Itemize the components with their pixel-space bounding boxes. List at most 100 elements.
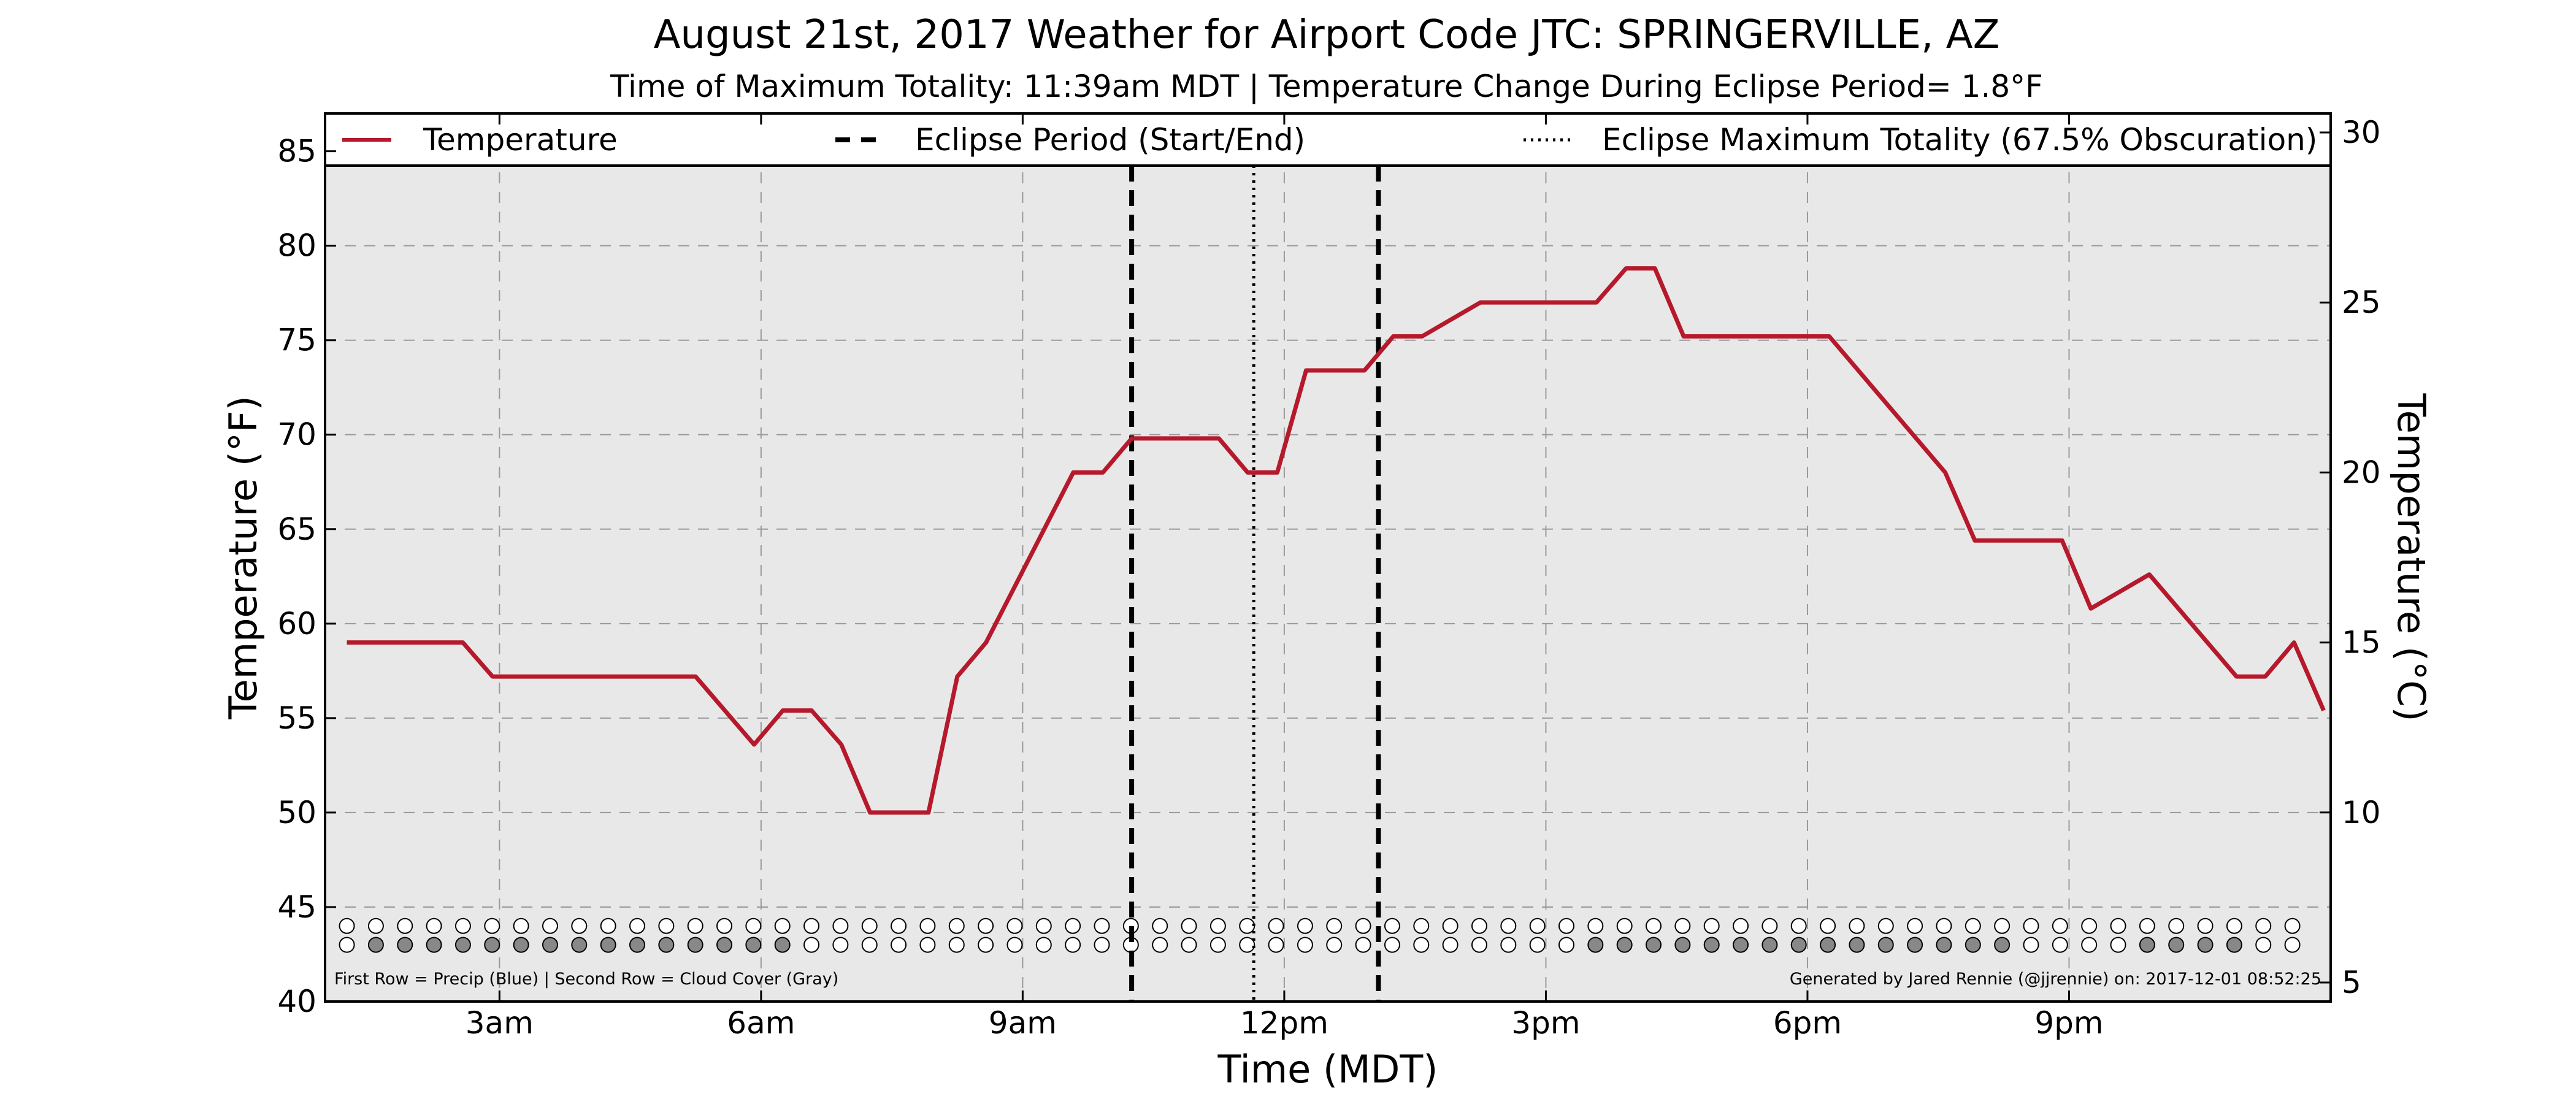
cloud-cover-marker <box>367 937 384 953</box>
y2-tick-label: 15 <box>2342 625 2381 661</box>
precip-marker <box>1994 917 2011 934</box>
precip-marker <box>397 917 413 934</box>
precip-marker <box>1761 917 1778 934</box>
precip-marker <box>367 917 384 934</box>
chart-title: August 21st, 2017 Weather for Airport Co… <box>654 12 2000 58</box>
precip-marker <box>484 917 500 934</box>
cloud-cover-marker <box>1616 937 1633 953</box>
precip-marker <box>1936 917 1952 934</box>
cloud-cover-marker <box>891 937 907 953</box>
cloud-cover-marker <box>2226 937 2242 953</box>
precip-marker <box>1877 917 1894 934</box>
cloud-cover-marker <box>1761 937 1778 953</box>
precip-marker <box>687 917 703 934</box>
precip-marker <box>1065 917 1081 934</box>
y-tick-label: 75 <box>277 323 316 358</box>
y2-axis-label: Temperature (°C) <box>2389 393 2434 721</box>
cloud-cover-marker <box>1268 937 1284 953</box>
cloud-cover-marker <box>1500 937 1517 953</box>
precip-marker <box>1384 917 1400 934</box>
y2-tick-label: 5 <box>2342 965 2361 1000</box>
cloud-cover-marker <box>1152 937 1168 953</box>
precip-marker <box>513 917 529 934</box>
x-tick-label: 3pm <box>1511 1005 1580 1041</box>
precip-marker <box>832 917 849 934</box>
cloud-cover-marker <box>803 937 820 953</box>
cloud-cover-marker <box>2023 937 2039 953</box>
precip-marker <box>919 917 936 934</box>
precip-marker <box>1006 917 1023 934</box>
cloud-cover-marker <box>1413 937 1430 953</box>
cloud-cover-marker <box>484 937 500 953</box>
cloud-cover-marker <box>1646 937 1662 953</box>
precip-marker <box>1907 917 1923 934</box>
precip-marker <box>1500 917 1517 934</box>
legend-label: Temperature <box>423 122 618 158</box>
cloud-cover-marker <box>919 937 936 953</box>
series-layer <box>347 266 2326 815</box>
cloud-cover-marker <box>1558 937 1574 953</box>
precip-marker <box>1849 917 1865 934</box>
cloud-cover-marker <box>1587 937 1604 953</box>
cloud-cover-marker <box>1006 937 1023 953</box>
cloud-cover-marker <box>339 937 355 953</box>
plot-frame <box>324 112 2332 1003</box>
precip-marker <box>454 917 471 934</box>
cloud-cover-marker <box>2284 937 2301 953</box>
precip-marker <box>1181 917 1197 934</box>
cloud-cover-marker <box>1239 937 1255 953</box>
cloud-cover-marker <box>600 937 616 953</box>
chart-subtitle: Time of Maximum Totality: 11:39am MDT | … <box>610 69 2043 104</box>
x-tick-label: 12pm <box>1240 1005 1328 1041</box>
precip-marker <box>1239 917 1255 934</box>
precip-marker <box>339 917 355 934</box>
precip-marker <box>2197 917 2214 934</box>
precip-marker <box>1035 917 1052 934</box>
cloud-cover-marker <box>2168 937 2185 953</box>
x-tick-label: 9pm <box>2034 1005 2103 1041</box>
cloud-cover-marker <box>2081 937 2098 953</box>
cloud-cover-marker <box>745 937 762 953</box>
cloud-cover-marker <box>978 937 994 953</box>
cloud-cover-marker <box>1297 937 1313 953</box>
precip-marker <box>1268 917 1284 934</box>
y-tick-label: 40 <box>277 984 316 1019</box>
x-tick-label: 6pm <box>1773 1005 1842 1041</box>
y2-tick-label: 25 <box>2342 285 2381 320</box>
precip-marker <box>948 917 965 934</box>
cloud-cover-marker <box>1384 937 1400 953</box>
precip-marker <box>1674 917 1691 934</box>
precip-marker <box>1965 917 1981 934</box>
cloud-cover-marker <box>1181 937 1197 953</box>
cloud-cover-marker <box>1790 937 1807 953</box>
cloud-cover-marker <box>1471 937 1487 953</box>
precip-marker <box>1209 917 1226 934</box>
cloud-cover-marker <box>1877 937 1894 953</box>
cloud-cover-marker <box>774 937 791 953</box>
cloud-cover-marker <box>948 937 965 953</box>
cloud-cover-marker <box>1994 937 2011 953</box>
axes: 3am 6am 9am 12pm 3pm 6pm 9pm 40 45 50 55 60 65 70 75 80… <box>277 113 2381 1041</box>
cloud-cover-marker <box>1936 937 1952 953</box>
precip-marker <box>1820 917 1836 934</box>
precip-marker <box>1529 917 1546 934</box>
precip-marker <box>2023 917 2039 934</box>
legend: Temperature Eclipse Period (Start/End) Ecl… <box>342 122 2317 158</box>
cloud-cover-marker <box>832 937 849 953</box>
footer-left-note: First Row = Precip (Blue) | Second Row =… <box>334 970 838 989</box>
cloud-cover-marker <box>1035 937 1052 953</box>
precip-marker <box>1326 917 1343 934</box>
cloud-cover-marker <box>1355 937 1371 953</box>
footer-right-note: Generated by Jared Rennie (@jjrennie) on… <box>1790 970 2321 989</box>
precip-marker <box>1558 917 1574 934</box>
precip-marker <box>2168 917 2185 934</box>
cloud-cover-marker <box>1209 937 1226 953</box>
precip-marker <box>600 917 616 934</box>
precip-marker <box>2110 917 2126 934</box>
precip-marker <box>571 917 588 934</box>
precip-marker <box>658 917 675 934</box>
x-tick-label: 6am <box>727 1005 795 1041</box>
cloud-cover-marker <box>1733 937 1749 953</box>
precip-marker <box>2052 917 2068 934</box>
indicator-rows <box>339 917 2301 953</box>
